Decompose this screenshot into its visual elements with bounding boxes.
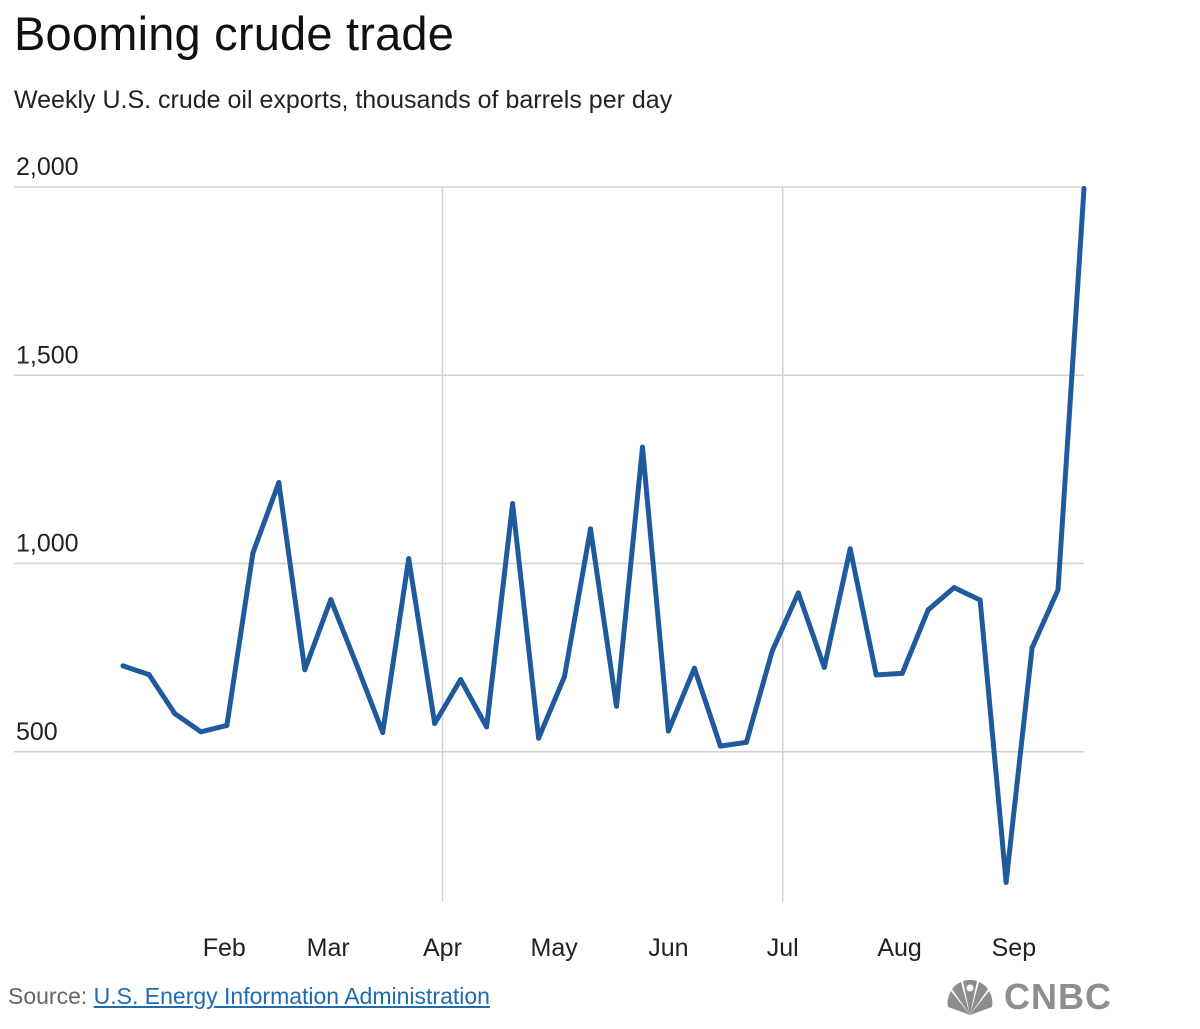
data-point bbox=[380, 730, 386, 736]
data-point bbox=[665, 728, 671, 734]
data-point bbox=[510, 501, 516, 507]
data-point bbox=[613, 703, 619, 709]
data-point bbox=[120, 663, 126, 669]
y-tick-label: 1,000 bbox=[16, 530, 79, 558]
data-point bbox=[1003, 879, 1009, 885]
data-point bbox=[1055, 587, 1061, 593]
data-point bbox=[925, 607, 931, 613]
peacock-icon bbox=[947, 979, 993, 1015]
x-tick-label: Jul bbox=[767, 934, 799, 962]
data-point bbox=[977, 597, 983, 603]
x-tick-label: May bbox=[531, 934, 579, 962]
y-tick-label: 500 bbox=[16, 718, 58, 746]
data-point bbox=[484, 724, 490, 730]
data-point bbox=[198, 729, 204, 735]
data-point bbox=[1029, 645, 1035, 651]
data-point bbox=[432, 721, 438, 727]
chart-subtitle: Weekly U.S. crude oil exports, thousands… bbox=[14, 86, 673, 114]
x-tick-label: Sep bbox=[992, 934, 1036, 962]
cnbc-logo: CNBC bbox=[942, 976, 1112, 1018]
source-note: Source: U.S. Energy Information Administ… bbox=[8, 983, 490, 1010]
data-point bbox=[458, 676, 464, 682]
chart-title: Booming crude trade bbox=[14, 7, 455, 60]
data-point bbox=[562, 673, 568, 679]
data-point bbox=[691, 665, 697, 671]
data-point bbox=[847, 546, 853, 552]
data-point bbox=[276, 480, 282, 486]
y-axis-ticks: 500 1,000 1,500 2,000 bbox=[16, 153, 79, 746]
data-point bbox=[1081, 186, 1087, 192]
x-axis-ticks: Feb Mar Apr May Jun Jul Aug Sep bbox=[203, 934, 1036, 962]
data-point bbox=[146, 672, 152, 678]
data-point bbox=[588, 526, 594, 532]
series-line bbox=[120, 186, 1087, 885]
line-chart: 500 1,000 1,500 2,000 Feb Mar Apr May Jun Jul Aug… bbox=[14, 153, 1087, 962]
x-tick-label: Aug bbox=[877, 934, 921, 962]
source-link[interactable]: U.S. Energy Information Administration bbox=[93, 983, 490, 1009]
data-point bbox=[536, 735, 542, 741]
data-point bbox=[951, 585, 957, 591]
data-point bbox=[899, 670, 905, 676]
data-point bbox=[302, 667, 308, 673]
x-tick-label: Mar bbox=[307, 934, 350, 962]
x-tick-label: Apr bbox=[423, 934, 462, 962]
data-point bbox=[354, 662, 360, 668]
series-layer bbox=[120, 186, 1087, 885]
x-tick-label: Jun bbox=[648, 934, 688, 962]
data-point bbox=[328, 597, 334, 603]
logo-text: CNBC bbox=[1004, 976, 1112, 1017]
data-point bbox=[769, 648, 775, 654]
data-point bbox=[821, 664, 827, 670]
y-tick-label: 2,000 bbox=[16, 153, 79, 181]
data-point bbox=[873, 672, 879, 678]
data-point bbox=[795, 590, 801, 596]
data-point bbox=[743, 739, 749, 745]
data-point bbox=[717, 743, 723, 749]
data-point bbox=[406, 556, 412, 562]
grid-layer bbox=[14, 186, 1084, 902]
data-point bbox=[224, 722, 230, 728]
data-point bbox=[172, 711, 178, 717]
y-tick-label: 1,500 bbox=[16, 341, 79, 369]
x-tick-label: Feb bbox=[203, 934, 246, 962]
data-point bbox=[250, 550, 256, 556]
source-prefix: Source: bbox=[8, 983, 94, 1009]
data-point bbox=[639, 444, 645, 450]
